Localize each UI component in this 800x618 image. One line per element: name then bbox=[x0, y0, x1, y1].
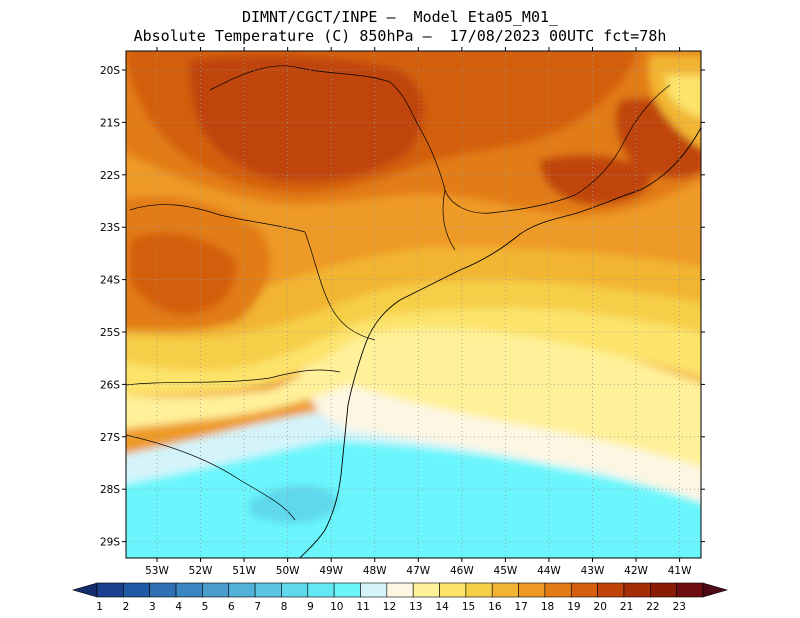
colorbar-label: 11 bbox=[356, 601, 369, 613]
colorbar-label: 22 bbox=[646, 601, 659, 613]
colorbar-swatch bbox=[333, 582, 361, 598]
colorbar-swatch bbox=[491, 582, 519, 598]
colorbar-label: 19 bbox=[567, 601, 580, 613]
lon-label: 41W bbox=[668, 565, 692, 577]
colorbar-swatch bbox=[149, 582, 177, 598]
lat-label: 21S bbox=[100, 117, 120, 129]
lat-label: 25S bbox=[100, 327, 120, 339]
map-axes: 20S 21S 22S 23S 24S 25S 26S 27S 28S 29S 53W 52W 51W 5… bbox=[100, 47, 705, 577]
colorbar-label: 6 bbox=[228, 601, 235, 613]
colorbar-swatch bbox=[570, 582, 598, 598]
colorbar-label: 8 bbox=[281, 601, 288, 613]
colorbar-swatch bbox=[307, 582, 335, 598]
colorbar-swatch bbox=[439, 582, 467, 598]
colorbar-label: 2 bbox=[123, 601, 130, 613]
lat-label: 24S bbox=[100, 275, 120, 287]
colorbar-swatch bbox=[123, 582, 150, 598]
colorbar-swatch bbox=[202, 582, 230, 598]
colorbar-swatch bbox=[175, 582, 203, 598]
lon-label: 50W bbox=[276, 565, 300, 577]
colorbar-label: 17 bbox=[515, 601, 528, 613]
colorbar-label: 3 bbox=[149, 601, 156, 613]
colorbar-swatch bbox=[597, 582, 625, 598]
coastline bbox=[299, 126, 701, 558]
colorbar-swatch bbox=[254, 582, 282, 598]
colorbar-swatch bbox=[281, 582, 309, 598]
lat-label: 29S bbox=[100, 537, 120, 549]
colorbar-label: 4 bbox=[175, 601, 182, 613]
lon-label: 52W bbox=[189, 565, 213, 577]
lon-label: 43W bbox=[581, 565, 605, 577]
colorbar-label: 5 bbox=[202, 601, 209, 613]
lon-label: 44W bbox=[537, 565, 561, 577]
map-title-line2: Absolute Temperature (C) 850hPa – 17/08/… bbox=[133, 27, 667, 45]
colorbar-swatch bbox=[360, 582, 388, 598]
colorbar-label: 1 bbox=[96, 601, 103, 613]
colorbar-label: 16 bbox=[488, 601, 502, 613]
lon-label: 46W bbox=[450, 565, 474, 577]
colorbar-swatch bbox=[623, 582, 651, 598]
colorbar-swatch bbox=[465, 582, 493, 598]
colorbar-label: 18 bbox=[541, 601, 554, 613]
colorbar-label: 15 bbox=[462, 601, 475, 613]
colorbar-swatch bbox=[650, 582, 677, 598]
state-boundaries bbox=[126, 65, 671, 521]
colorbar-swatch bbox=[676, 582, 704, 598]
colorbar-label: 20 bbox=[594, 601, 607, 613]
temperature-field bbox=[126, 51, 701, 558]
lat-label: 23S bbox=[100, 222, 120, 234]
lon-label: 45W bbox=[494, 565, 518, 577]
map-title-line1: DIMNT/CGCT/INPE – Model Eta05_M01_ bbox=[241, 8, 559, 26]
colorbar-swatch bbox=[386, 582, 414, 598]
lon-label: 42W bbox=[624, 565, 648, 577]
lat-label: 22S bbox=[100, 170, 120, 182]
colorbar-low-arrow bbox=[71, 582, 98, 598]
lon-label: 47W bbox=[406, 565, 430, 577]
colorbar-high-arrow bbox=[702, 582, 729, 598]
lat-label: 27S bbox=[100, 432, 120, 444]
lon-label: 49W bbox=[319, 565, 343, 577]
colorbar-label: 23 bbox=[673, 601, 686, 613]
lat-label: 26S bbox=[100, 379, 120, 391]
grid-lines bbox=[126, 51, 701, 558]
colorbar: 1 2 3 4 5 6 7 8 9 10 11 12 13 14 15 16 17 18 19 20 21 22 23 bbox=[71, 582, 729, 613]
colorbar-label: 10 bbox=[330, 601, 343, 613]
lon-label: 51W bbox=[232, 565, 256, 577]
colorbar-swatch bbox=[412, 582, 440, 598]
colorbar-label: 13 bbox=[409, 601, 422, 613]
lon-label: 53W bbox=[145, 565, 169, 577]
map-frame bbox=[125, 50, 702, 559]
colorbar-label: 7 bbox=[254, 601, 261, 613]
colorbar-label: 9 bbox=[307, 601, 314, 613]
colorbar-swatch bbox=[544, 582, 572, 598]
colorbar-swatch bbox=[96, 582, 124, 598]
colorbar-label: 14 bbox=[435, 601, 449, 613]
lat-label: 28S bbox=[100, 484, 120, 496]
colorbar-swatch bbox=[228, 582, 256, 598]
lat-label: 20S bbox=[100, 65, 120, 77]
lon-label: 48W bbox=[363, 565, 387, 577]
colorbar-label: 12 bbox=[383, 601, 396, 613]
colorbar-swatch bbox=[518, 582, 546, 598]
colorbar-label: 21 bbox=[620, 601, 633, 613]
